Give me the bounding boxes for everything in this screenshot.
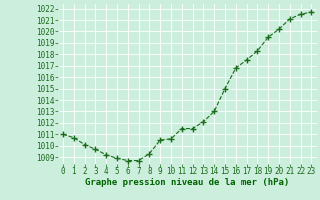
X-axis label: Graphe pression niveau de la mer (hPa): Graphe pression niveau de la mer (hPa) xyxy=(85,178,289,187)
